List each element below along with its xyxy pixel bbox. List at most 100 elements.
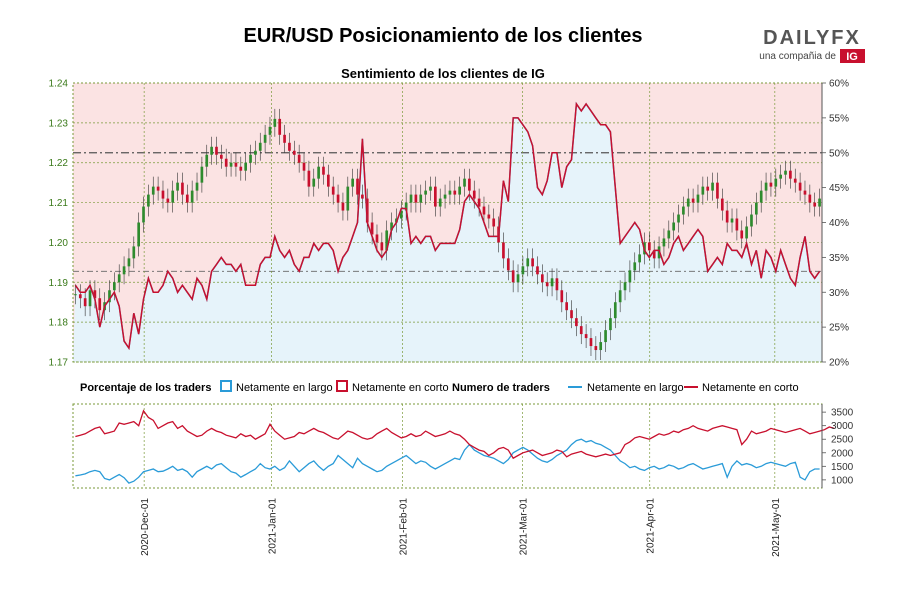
long-area xyxy=(73,103,822,363)
candle-body xyxy=(740,230,744,239)
candle-body xyxy=(550,278,554,287)
candle-body xyxy=(755,202,758,215)
count-short-line xyxy=(75,409,835,460)
candle-body xyxy=(220,154,223,159)
traders-count-chart: 1000 1500 2000 2500 3000 3500 xyxy=(72,403,854,489)
x-tick-label: 2021-Mar-01 xyxy=(518,498,529,556)
y-right-tick-label: 30% xyxy=(829,288,849,299)
candle-body xyxy=(599,342,603,351)
price-candles xyxy=(74,108,821,361)
candle-body xyxy=(336,194,340,203)
candle-body xyxy=(356,178,359,195)
x-tick-label: 2021-Feb-01 xyxy=(399,498,410,556)
candle-body xyxy=(511,270,515,283)
candle-body xyxy=(716,182,719,199)
candle-body xyxy=(434,186,437,207)
candle-body xyxy=(662,238,666,247)
candle-body xyxy=(176,182,179,191)
candle-body xyxy=(171,190,175,203)
y-count-tick-label: 2000 xyxy=(831,448,854,459)
candle-body xyxy=(472,190,476,199)
candle-body xyxy=(667,230,671,239)
candle-body xyxy=(341,202,345,211)
date-axis: 2020-Dec-01 2021-Jan-01 2021-Feb-01 2021-Ma… xyxy=(140,498,782,557)
candle-body xyxy=(458,186,461,195)
candle-body xyxy=(288,142,291,151)
candle-body xyxy=(696,194,700,203)
candle-body xyxy=(720,198,724,211)
candle-body xyxy=(424,190,427,195)
candle-body xyxy=(317,166,320,179)
candle-body xyxy=(613,302,617,319)
candle-body xyxy=(239,166,243,171)
sentiment-axes: 1.17 1.18 1.19 1.20 1.21 1.22 1.23 1.24 20% 25% 30… xyxy=(49,79,850,369)
candle-body xyxy=(229,162,233,167)
candle-body xyxy=(166,198,170,203)
candle-body xyxy=(628,270,632,283)
candle-body xyxy=(706,186,710,191)
candle-body xyxy=(438,198,442,207)
candle-body xyxy=(541,274,544,283)
short-pct-line xyxy=(74,101,821,351)
candle-body xyxy=(575,318,578,327)
candle-body xyxy=(181,182,184,195)
legend-pct-long: Netamente en largo xyxy=(236,382,333,394)
legend-count-long: Netamente en largo xyxy=(587,382,684,394)
candle-body xyxy=(521,266,525,275)
candle-body xyxy=(506,258,510,271)
y-count-tick-label: 1500 xyxy=(831,462,854,473)
candle-body xyxy=(346,186,350,211)
candle-body xyxy=(701,186,705,195)
candle-body xyxy=(88,290,92,307)
y-left-tick-label: 1.17 xyxy=(49,358,69,369)
x-tick-label: 2020-Dec-01 xyxy=(140,498,151,556)
candle-body xyxy=(536,266,539,275)
candle-body xyxy=(122,266,126,275)
candle-body xyxy=(759,190,763,203)
candle-body xyxy=(390,222,393,231)
traders-axes: 1000 1500 2000 2500 3000 3500 xyxy=(72,403,854,489)
candle-body xyxy=(404,202,408,211)
candle-body xyxy=(453,190,457,195)
legend-short-swatch xyxy=(336,380,348,392)
y-count-tick-label: 3000 xyxy=(831,421,854,432)
candle-body xyxy=(492,218,496,227)
candle-body xyxy=(789,170,792,179)
candle-body xyxy=(195,182,199,191)
candle-body xyxy=(745,226,748,239)
candle-body xyxy=(200,166,204,183)
candle-body xyxy=(375,234,379,243)
candle-body xyxy=(419,194,423,203)
candle-body xyxy=(205,154,209,167)
candle-body xyxy=(818,198,821,207)
candle-body xyxy=(584,334,588,339)
candle-body xyxy=(711,182,714,191)
x-tick-label: 2021-Jan-01 xyxy=(267,498,278,555)
y-left-tick-label: 1.22 xyxy=(49,158,69,169)
candle-body xyxy=(113,282,116,291)
candle-body xyxy=(638,254,641,263)
candle-body xyxy=(215,146,218,155)
candle-body xyxy=(385,230,389,251)
candle-body xyxy=(273,118,277,127)
candle-body xyxy=(161,190,165,199)
y-right-tick-label: 20% xyxy=(829,358,849,369)
candle-body xyxy=(609,318,612,331)
y-left-tick-label: 1.24 xyxy=(49,79,69,90)
candle-body xyxy=(774,178,778,187)
y-right-tick-label: 25% xyxy=(829,323,849,334)
candle-body xyxy=(210,146,213,155)
ig-logo-box xyxy=(840,49,865,63)
candle-body xyxy=(380,242,384,251)
candle-body xyxy=(604,330,607,343)
legend-row: Porcentaje de los traders Netamente en l… xyxy=(80,380,799,394)
candle-body xyxy=(78,294,82,299)
candle-body xyxy=(730,218,734,223)
candle-body xyxy=(516,274,520,283)
candle-body xyxy=(361,194,364,199)
candle-body xyxy=(98,298,102,311)
candle-body xyxy=(283,134,286,143)
candle-body xyxy=(370,222,374,235)
candle-body xyxy=(502,242,505,259)
